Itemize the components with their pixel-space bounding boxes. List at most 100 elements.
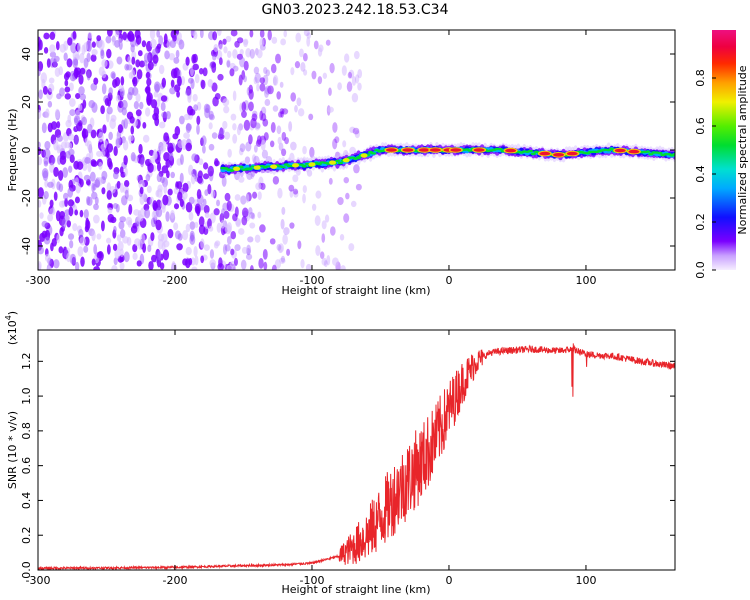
spectrogram-noise-cell	[66, 220, 71, 228]
spectrogram-y-tick-label: -20	[20, 189, 33, 207]
spectrogram-noise-cell	[74, 177, 80, 186]
spectrogram-noise-cell	[63, 192, 69, 200]
spectrogram-noise-cell	[332, 122, 338, 133]
spectrogram-noise-cell	[113, 146, 118, 157]
spectrogram-noise-cell	[64, 93, 72, 100]
spectrogram-noise-cell	[357, 82, 362, 91]
spectrogram-noise-cell	[153, 91, 159, 98]
spectrogram-noise-cell	[108, 131, 113, 141]
spectrogram-noise-cell	[194, 255, 199, 266]
spectrogram-noise-cell	[208, 122, 213, 130]
spectrogram-noise-cell	[243, 75, 247, 83]
spectrogram-noise-cell	[160, 176, 165, 184]
spectrogram-noise-cell	[204, 107, 210, 119]
spectrogram-noise-cell	[106, 48, 112, 59]
spectrogram-noise-cell	[263, 261, 268, 270]
spectrogram-noise-cell	[223, 131, 231, 140]
spectrogram-noise-cell	[156, 30, 161, 38]
spectrogram-noise-cell	[77, 246, 84, 257]
spectrogram-noise-cell	[213, 43, 219, 53]
spectrogram-noise-cell	[349, 126, 356, 134]
spectrogram-noise-cell	[240, 259, 247, 270]
spectrogram-noise-cell	[341, 65, 347, 76]
spectrogram-noise-cell	[96, 233, 102, 240]
spectrogram-noise-cell	[292, 174, 299, 183]
spectrogram-noise-cell	[236, 53, 244, 60]
spectrogram-noise-cell	[355, 74, 360, 84]
spectrogram-noise-cell	[222, 98, 230, 107]
spectrogram-noise-cell	[200, 203, 204, 211]
spectrogram-noise-cell	[252, 191, 258, 199]
spectrogram-noise-cell	[314, 215, 321, 226]
spectrogram-noise-cell	[347, 71, 353, 79]
spectrogram-noise-cell	[243, 119, 251, 131]
spectrogram-noise-cell	[211, 82, 218, 92]
spectrogram-noise-cell	[47, 213, 54, 222]
spectrogram-noise-cell	[305, 263, 312, 270]
spectrogram-noise-cell	[116, 180, 121, 189]
spectrogram-noise-cell	[249, 48, 256, 59]
spectrogram-ridge-cell	[229, 169, 235, 172]
spectrogram-noise-cell	[225, 35, 232, 43]
spectrogram-noise-cell	[325, 39, 331, 46]
spectrogram-noise-cell	[176, 243, 183, 251]
spectrogram-noise-cell	[69, 253, 77, 265]
spectrogram-noise-cell	[234, 206, 239, 218]
spectrogram-noise-cell	[50, 242, 54, 252]
spectrogram-noise-cell	[146, 78, 152, 87]
spectrogram-peak-cell	[233, 166, 241, 171]
spectrogram-noise-cell	[132, 252, 138, 261]
spectrogram-noise-cell	[90, 129, 97, 139]
spectrogram-noise-cell	[136, 69, 143, 80]
spectrogram-noise-cell	[272, 105, 279, 112]
spectrogram-noise-cell	[92, 183, 97, 191]
spectrogram-noise-cell	[138, 179, 145, 190]
spectrogram-noise-cell	[300, 61, 306, 72]
spectrogram-noise-cell	[48, 83, 55, 93]
spectrogram-noise-cell	[83, 209, 89, 219]
spectrogram-noise-cell	[132, 76, 138, 87]
spectrogram-noise-cell	[251, 212, 256, 220]
spectrogram-noise-cell	[47, 265, 53, 270]
spectrogram-noise-cell	[107, 207, 113, 214]
spectrogram-noise-cell	[63, 214, 70, 222]
spectrogram-noise-cell	[128, 71, 133, 79]
spectrogram-noise-cell	[300, 259, 305, 269]
spectrogram-noise-cell	[160, 95, 168, 102]
spectrogram-noise-cell	[38, 141, 41, 149]
spectrogram-noise-cell	[43, 160, 49, 167]
colorbar-tick-label: 0.8	[694, 69, 707, 87]
spectrogram-noise-cell	[56, 181, 61, 191]
spectrogram-noise-cell	[254, 122, 261, 129]
spectrogram-peak-core	[505, 148, 517, 153]
spectrogram-noise-cell	[328, 177, 333, 185]
spectrogram-noise-cell	[351, 76, 357, 86]
spectrogram-noise-cell	[127, 135, 134, 142]
spectrogram-noise-cell	[131, 56, 136, 65]
spectrogram-noise-cell	[350, 200, 357, 208]
spectrogram-noise-cell	[259, 83, 266, 92]
snr-x-tick-label: 0	[445, 574, 452, 587]
spectrogram-noise-cell	[38, 89, 43, 100]
snr-x-tick-label: -100	[299, 574, 324, 587]
spectrogram-noise-cell	[66, 58, 73, 68]
snr-y-tick-label: 0.0	[20, 561, 33, 579]
spectrogram-noise-cell	[79, 209, 84, 218]
spectrogram-noise-cell	[185, 56, 190, 66]
spectrogram-noise-cell	[123, 155, 128, 166]
spectrogram-noise-cell	[47, 122, 53, 133]
spectrogram-noise-cell	[69, 154, 75, 164]
spectrogram-noise-cell	[340, 265, 346, 270]
spectrogram-noise-cell	[212, 54, 217, 61]
spectrogram-noise-cell	[38, 109, 42, 119]
spectrogram-noise-cell	[196, 124, 200, 135]
spectrogram-noise-cell	[348, 243, 355, 252]
spectrogram-noise-cell	[232, 123, 237, 131]
spectrogram-noise-cell	[130, 151, 136, 162]
spectrogram-noise-cell	[222, 38, 227, 45]
spectrogram-noise-cell	[230, 231, 237, 240]
spectrogram-noise-cell	[200, 255, 205, 264]
spectrogram-noise-cell	[122, 31, 128, 41]
spectrogram-noise-cell	[78, 228, 84, 238]
spectrogram-noise-cell	[64, 79, 69, 87]
